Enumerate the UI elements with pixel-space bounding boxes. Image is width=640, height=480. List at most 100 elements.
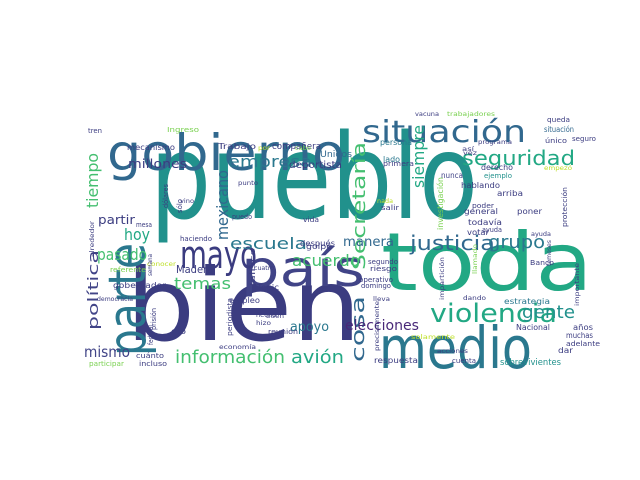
word-100: Ingreso: [167, 126, 199, 134]
word-51: poder: [472, 202, 494, 210]
word-109: protección: [561, 187, 569, 227]
word-40: situación: [544, 124, 574, 134]
word-43: lado: [383, 155, 400, 164]
word-114: solamente: [411, 334, 455, 341]
word-17: grupo: [488, 232, 545, 253]
word-118: importante: [574, 263, 581, 306]
word-19: acuerdo: [292, 251, 360, 270]
word-119: llamado: [472, 244, 479, 274]
word-96: mesa: [136, 221, 152, 229]
word-53: ayuda: [482, 226, 502, 234]
word-28: mismo: [84, 343, 130, 361]
word-68: empleo: [229, 296, 260, 305]
word-33: partir: [98, 213, 135, 227]
word-72: reunión: [268, 328, 298, 336]
word-65: respuesta: [374, 356, 418, 365]
word-34: Madero: [176, 263, 213, 276]
word-18: cosa: [348, 296, 369, 362]
word-39: mecanismo: [127, 143, 175, 152]
word-101: vacuna: [415, 111, 439, 118]
word-52: votar: [467, 228, 490, 237]
word-13: avión: [291, 347, 344, 368]
word-60: años: [573, 323, 593, 332]
word-76: Jalisco: [249, 248, 257, 288]
word-48: todavía: [468, 218, 502, 227]
word-99: tren: [88, 127, 102, 135]
word-105: seguro: [572, 135, 596, 143]
word-102: trabajadores: [447, 111, 495, 118]
word-9: violencia: [430, 299, 557, 329]
word-7: mayo: [180, 233, 257, 277]
word-121: lleva: [373, 296, 390, 303]
word-63: dar: [558, 346, 574, 355]
word-104: único: [545, 137, 567, 145]
word-47: ejemplo: [484, 172, 512, 180]
word-80: puedo: [232, 213, 252, 221]
word-5: gobierno: [107, 124, 345, 182]
word-42: persona: [380, 138, 412, 147]
word-49: general: [464, 207, 498, 216]
word-38: Trabajo: [217, 142, 256, 151]
word-77: después: [300, 238, 335, 248]
word-125: por: [258, 145, 271, 152]
word-8: situación: [362, 115, 526, 150]
word-64: Nacional: [516, 323, 550, 332]
word-2: toda: [381, 216, 593, 309]
word-88: federal: [147, 325, 155, 345]
word-78: golpe: [306, 242, 332, 251]
word-1: bien: [126, 247, 361, 364]
word-61: muchas: [566, 331, 593, 340]
word-3: medio: [379, 314, 532, 382]
word-16: gente: [522, 302, 575, 323]
word-79: vida: [303, 216, 319, 224]
word-22: elecciones: [345, 318, 419, 334]
word-20: escuela: [230, 234, 307, 253]
word-27: pasado: [97, 245, 147, 264]
word-66: cuenta: [452, 357, 476, 365]
word-36: Unidos: [320, 150, 352, 160]
word-85: participar: [89, 360, 124, 368]
word-58: domingo: [361, 282, 391, 290]
word-59: estrategia: [504, 297, 550, 306]
word-112: salir: [381, 204, 399, 212]
word-82: gobernador: [113, 281, 167, 290]
word-70: hizo: [256, 320, 271, 327]
word-81: cuatro: [254, 265, 274, 272]
word-124: cabo: [295, 145, 311, 152]
word-122: vez: [463, 150, 477, 157]
word-23: mexicano: [213, 170, 232, 240]
word-86: democracia: [97, 296, 133, 303]
word-50: poner: [517, 207, 543, 216]
word-29: política: [86, 250, 102, 330]
word-84: incluso: [139, 360, 167, 368]
word-25: tiempo: [83, 153, 102, 208]
word-87: prisión: [150, 308, 158, 330]
word-12: información: [175, 347, 285, 368]
word-37: compañera: [272, 142, 321, 152]
word-54: Banco: [530, 259, 554, 267]
word-10: seguridad: [462, 146, 575, 170]
word-91: haciendo: [180, 235, 212, 243]
word-6: parte: [98, 243, 158, 356]
word-4: país: [241, 240, 365, 298]
word-31: manera: [343, 235, 394, 250]
word-110: primera: [383, 160, 414, 168]
word-30: apoyo: [290, 320, 329, 335]
word-89: referente: [110, 266, 146, 274]
word-55: riesgo: [370, 265, 397, 273]
word-98: punto: [238, 180, 258, 187]
word-75: Tepic: [256, 283, 279, 292]
word-93: sólo: [176, 199, 184, 213]
word-62: adelante: [566, 340, 600, 348]
word-95: alrededor: [89, 220, 96, 257]
word-0: pueblo: [150, 108, 478, 246]
word-57: operativo: [359, 276, 393, 284]
word-106: empezó: [544, 165, 572, 172]
word-108: arriba: [497, 189, 523, 198]
word-97: vino: [180, 198, 194, 205]
word-120: temeses: [546, 240, 553, 266]
word-14: empresa: [228, 152, 312, 171]
word-90: conocer: [147, 261, 177, 268]
word-116: impartición: [439, 257, 446, 300]
